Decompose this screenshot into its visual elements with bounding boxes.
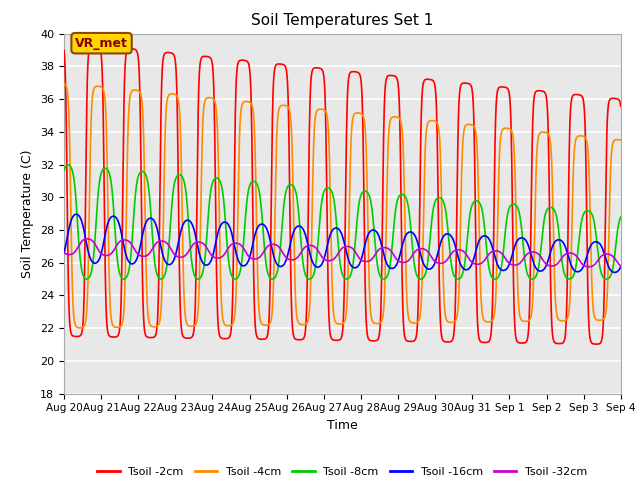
Text: VR_met: VR_met <box>75 36 128 50</box>
Title: Soil Temperatures Set 1: Soil Temperatures Set 1 <box>252 13 433 28</box>
X-axis label: Time: Time <box>327 419 358 432</box>
Legend: Tsoil -2cm, Tsoil -4cm, Tsoil -8cm, Tsoil -16cm, Tsoil -32cm: Tsoil -2cm, Tsoil -4cm, Tsoil -8cm, Tsoi… <box>93 463 592 480</box>
Y-axis label: Soil Temperature (C): Soil Temperature (C) <box>22 149 35 278</box>
